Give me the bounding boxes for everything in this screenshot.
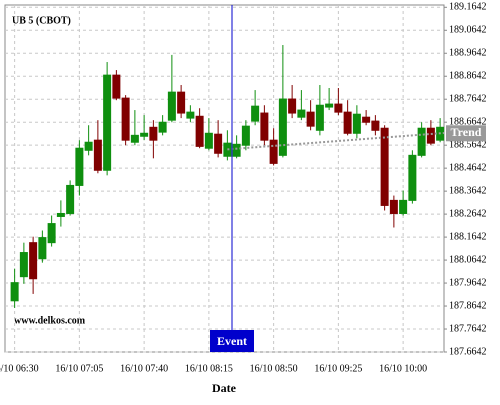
y-tick-label: 188.2642 bbox=[449, 208, 487, 219]
x-tick-label: 16/10 08:15 bbox=[185, 363, 233, 374]
candle-body bbox=[167, 91, 176, 121]
y-tick-label: 187.9642 bbox=[449, 277, 487, 288]
candle-body bbox=[29, 242, 38, 280]
candle-body bbox=[112, 74, 121, 99]
candle-body bbox=[223, 142, 232, 157]
x-tick-label: 16/10 08:50 bbox=[250, 363, 298, 374]
y-tick-label: 188.3642 bbox=[449, 185, 487, 196]
candle-body bbox=[47, 223, 56, 244]
candle-body bbox=[66, 184, 75, 214]
event-label: Event bbox=[217, 334, 247, 348]
y-tick-label: 188.5642 bbox=[449, 139, 487, 150]
x-tick-label: 16/10 07:05 bbox=[55, 363, 103, 374]
candle-body bbox=[297, 109, 306, 118]
candle-body bbox=[352, 113, 361, 134]
y-tick-label: 187.7642 bbox=[449, 323, 487, 334]
y-tick-label: 188.9642 bbox=[449, 48, 487, 59]
candle-body bbox=[269, 139, 278, 164]
y-tick-label: 188.1642 bbox=[449, 231, 487, 242]
x-tick-label: 16/10 10:00 bbox=[379, 363, 427, 374]
candle-body bbox=[334, 103, 343, 113]
y-tick-label: 187.6642 bbox=[449, 346, 487, 357]
y-tick-label: 187.8642 bbox=[449, 300, 487, 311]
y-tick-label: 188.4642 bbox=[449, 162, 487, 173]
candle-body bbox=[426, 127, 435, 144]
x-axis-label: Date bbox=[212, 381, 237, 395]
candle-body bbox=[306, 111, 315, 127]
candle-body bbox=[195, 115, 204, 147]
candle-body bbox=[389, 199, 398, 214]
x-tick-label: 16/10 07:40 bbox=[120, 363, 168, 374]
candle-body bbox=[408, 154, 417, 201]
event-label-box bbox=[210, 330, 254, 352]
candle-body bbox=[130, 134, 139, 143]
candle-body bbox=[260, 112, 269, 141]
candle-body bbox=[38, 237, 47, 260]
watermark: www.delkos.com bbox=[14, 315, 86, 326]
candle-body bbox=[56, 212, 65, 217]
candle-body bbox=[214, 133, 223, 154]
candle-body bbox=[232, 143, 241, 157]
y-tick-label: 188.6642 bbox=[449, 116, 487, 127]
candle-body bbox=[343, 111, 352, 134]
candle-body bbox=[158, 121, 167, 133]
candle-body bbox=[121, 97, 130, 141]
candle-body bbox=[288, 98, 297, 114]
candle-body bbox=[84, 141, 93, 151]
candle-body bbox=[140, 132, 149, 137]
candle-body bbox=[10, 282, 19, 302]
candle-body bbox=[186, 111, 195, 119]
y-tick-label: 189.1642 bbox=[449, 2, 487, 13]
candle-body bbox=[93, 139, 102, 171]
chart-title: UB 5 (CBOT) bbox=[12, 15, 71, 26]
candle-body bbox=[149, 126, 158, 141]
trend-label-box bbox=[446, 125, 486, 142]
candle-body bbox=[371, 120, 380, 131]
y-tick-label: 188.0642 bbox=[449, 254, 487, 265]
plot-frame bbox=[4, 4, 445, 353]
candle-body bbox=[19, 252, 28, 278]
candle-body bbox=[399, 199, 408, 214]
candle-body bbox=[417, 127, 426, 156]
candle-body bbox=[325, 103, 334, 108]
candle-body bbox=[278, 98, 287, 156]
candle-body bbox=[315, 104, 324, 131]
candle-body bbox=[241, 125, 250, 146]
candle-body bbox=[362, 116, 371, 123]
y-tick-label: 188.8642 bbox=[449, 71, 487, 82]
y-tick-label: 189.0642 bbox=[449, 25, 487, 36]
x-tick-label: 16/10 06:30 bbox=[0, 363, 39, 374]
candle-body bbox=[251, 105, 260, 122]
candle-body bbox=[177, 91, 186, 114]
candle-body bbox=[204, 132, 213, 149]
x-tick-label: 16/10 09:25 bbox=[314, 363, 362, 374]
y-tick-label: 188.7642 bbox=[449, 94, 487, 105]
candle-body bbox=[103, 74, 112, 171]
candle-body bbox=[380, 127, 389, 206]
trend-line bbox=[227, 131, 445, 151]
candle-body bbox=[75, 147, 84, 186]
trend-label: Trend bbox=[451, 125, 482, 139]
